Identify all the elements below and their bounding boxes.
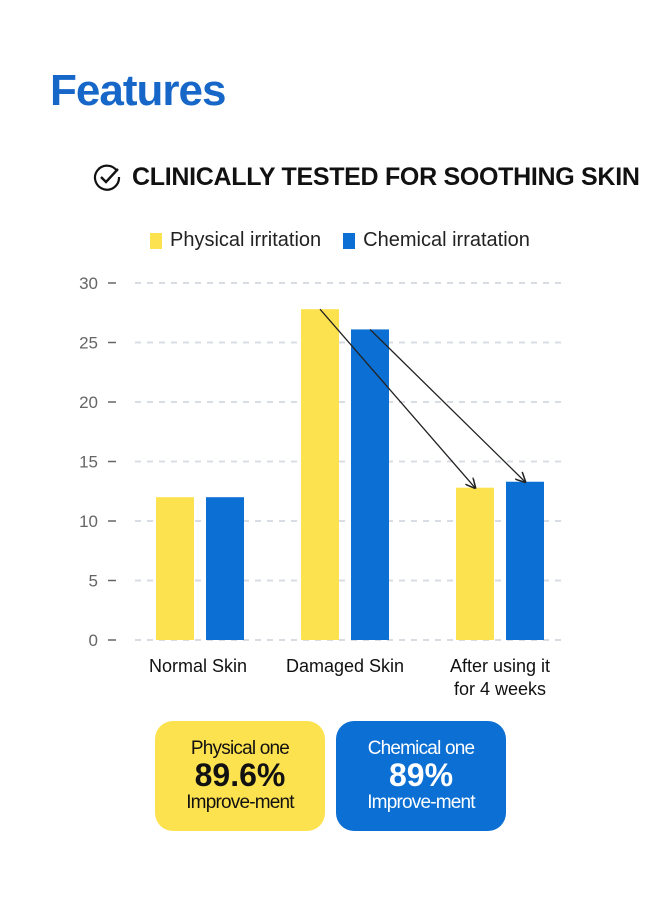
legend-item-physical: Physical irritation [150, 229, 321, 252]
legend-swatch-physical [150, 232, 162, 249]
box-sub: Improve-ment [186, 791, 294, 813]
check-circle-icon [93, 164, 121, 191]
chemical-improvement-box: Chemical one 89% Improve-ment [336, 721, 506, 831]
page-title: Features [50, 66, 226, 115]
legend-item-chemical: Chemical irratation [343, 229, 530, 252]
legend: Physical irritation Chemical irratation [150, 229, 530, 252]
y-tick-label: 10 [79, 512, 98, 531]
legend-label: Physical irritation [170, 229, 322, 251]
bar-physical [301, 309, 339, 640]
annotation-arrow [319, 308, 475, 488]
y-tick-label: 5 [89, 572, 98, 591]
y-tick-label: 30 [79, 274, 98, 293]
legend-swatch-chemical [343, 232, 356, 249]
y-tick-label: 25 [79, 334, 98, 353]
bar-physical [156, 497, 194, 640]
y-tick-label: 15 [79, 453, 98, 472]
x-tick-label: Normal Skin [149, 656, 247, 676]
physical-improvement-box: Physical one 89.6% Improve-ment [155, 721, 325, 831]
bar-physical [456, 487, 494, 640]
headline-text: CLINICALLY TESTED FOR SOOTHING SKIN [132, 162, 640, 191]
y-tick-label: 20 [79, 393, 98, 412]
x-tick-label: for 4 weeks [454, 679, 546, 699]
box-value: 89% [388, 757, 454, 794]
bar-chemical [351, 329, 389, 640]
x-tick-label: Damaged Skin [286, 656, 404, 676]
headline: CLINICALLY TESTED FOR SOOTHING SKIN [92, 162, 640, 192]
bar-chemical [506, 481, 544, 640]
legend-label: Chemical irratation [363, 229, 530, 251]
box-label: Physical one [190, 738, 290, 760]
box-sub: Improve-ment [367, 791, 475, 813]
x-tick-label: After using it [450, 656, 550, 676]
box-value: 89.6% [194, 757, 286, 794]
annotation-arrow [369, 328, 525, 481]
y-tick-label: 0 [89, 631, 98, 650]
bar-chemical [206, 497, 244, 640]
box-label: Chemical one [367, 738, 475, 760]
